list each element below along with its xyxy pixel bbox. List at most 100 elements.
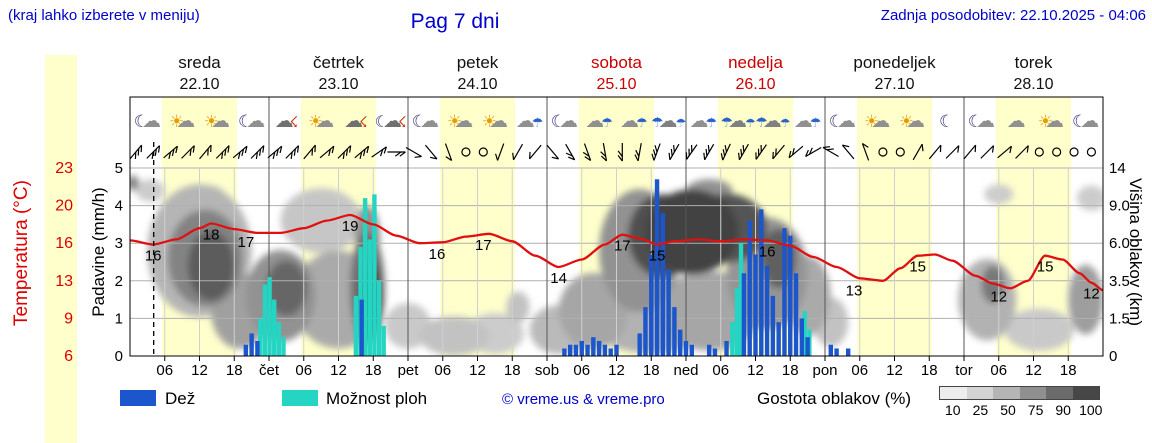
wind-barb-icon [637,143,642,161]
wind-barb-icon [337,145,352,159]
rain-bar [649,254,654,356]
day-name: petek [457,53,499,72]
day-date: 23.10 [318,76,358,93]
rain-bar [799,318,805,356]
cloud-density-legend-label: Gostota oblakov (%) [757,389,912,408]
wind-barb-icon [285,145,299,159]
x-tick-label: 06 [156,362,173,379]
weather-icon-sun-cloud: ☀☁ [447,111,473,132]
weather-icon-sun-cloud: ☀☁ [482,111,508,132]
x-tick-label: 18 [1060,362,1077,379]
wind-barb-icon [546,144,560,160]
rain-bars [243,179,851,356]
cloud-blob [135,179,165,202]
calm-wind-icon [1052,147,1062,157]
weather-icon-rain-heavy: ☂☁☂ [755,111,791,132]
weather-icon-rain: ☁☂ [794,111,822,132]
weather-icon-storm-moon: ☾☁☇ [375,111,407,132]
temp-value-label: 14 [550,270,567,287]
wind-barb-icon [772,144,785,160]
wind-barb-icon [945,145,960,159]
temp-axis-strip [45,55,77,443]
showers-legend-label: Možnost ploh [326,389,428,408]
temp-tick: 16 [55,235,73,252]
shower-bar [276,322,282,356]
temperature-value-labels: 16 18 17 19 16 17 14 17 15 16 13 15 12 15 12 [145,218,1100,306]
shower-bar [262,284,268,356]
shower-bar [802,310,807,356]
rain-bar [666,269,671,356]
x-tick-label: ned [673,362,698,379]
rain-bar [747,220,752,356]
rain-bar [712,348,718,356]
copyright-link[interactable]: © vreme.us & vreme.pro [502,391,665,408]
temp-value-label: 16 [145,247,162,264]
x-tick-label: 12 [1025,362,1042,379]
wind-barb-icon [928,144,942,160]
x-tick-label: pet [398,362,420,379]
wind-barb-icon [513,143,524,161]
rain-bar [805,337,810,356]
wind-barb-icon [354,145,369,159]
cloud-height-tick: 1.5 [1109,310,1130,327]
cloud-height-tick: 14 [1109,160,1126,177]
weather-icon-moon-cloud: ☾☁ [412,111,439,132]
rain-bar [834,348,839,356]
weather-icon-moon-cloud: ☾☁ [134,111,161,132]
rain-bar [249,333,254,356]
temp-value-label: 17 [237,234,254,251]
rain-bar [660,213,666,356]
temp-value-label: 13 [846,283,863,300]
rain-bar [724,340,729,356]
shower-bar [267,277,272,356]
temp-value-label: 17 [614,238,631,255]
wind-barb-icon [788,145,804,159]
shower-bar [381,325,386,356]
temp-tick: 20 [55,198,73,215]
wind-barb-icon [912,143,923,161]
calm-wind-icon [461,147,471,157]
rain-bar [255,340,260,356]
x-tick-label: 18 [504,362,521,379]
rain-bar [706,344,712,356]
precip-tick: 1 [115,310,123,327]
day-date: 24.10 [457,76,497,93]
temp-value-label: 15 [909,259,926,276]
cloud-height-tick: 9.0 [1109,198,1130,215]
rain-bar [776,322,781,356]
density-segment [1019,387,1046,399]
x-axis-labels: 06 12 18 čet 06 12 18 pet 06 12 18 sob 06 12 18 ned 06 12… [156,356,1077,379]
cloud-blob [1068,264,1103,335]
shower-bar [353,295,359,356]
menu-hint: (kraj lahko izberete v meniju) [8,7,200,24]
density-segment [966,387,993,399]
cloud-height-tick: 0 [1109,348,1117,365]
wind-barb-icon [529,144,542,160]
x-tick-label: 06 [851,362,868,379]
rain-bar [741,273,747,356]
weather-icon-moon-cloud: ☾☁ [968,111,995,132]
density-value: 75 [1027,402,1044,418]
weather-icon-rain: ☁☂ [690,111,718,132]
cloud-layer [130,175,1103,356]
weather-icon-rain-heavy: ☂☁☂ [720,111,756,132]
rain-bar [359,299,364,356]
x-tick-label: 06 [573,362,590,379]
rain-bar [683,340,689,356]
shower-bar [730,322,735,356]
rain-legend-swatch [120,390,156,406]
day-date: 22.10 [179,76,219,93]
last-update-text: Zadnja posodobitev: 22.10.2025 - 04:06 [880,7,1146,24]
rain-bar [753,254,758,356]
weather-icon-storm: ☁☇ [275,111,299,132]
shower-bar [734,288,740,356]
shower-bar [281,337,286,356]
temp-value-label: 18 [203,226,220,243]
rain-bar [759,209,764,356]
x-tick-label: 06 [295,362,312,379]
cloud-height-tick: 3.5 [1109,273,1130,290]
rain-bar [562,348,567,356]
x-tick-label: 18 [921,362,938,379]
weather-icon-sun-cloud: ☀☁ [308,111,334,132]
